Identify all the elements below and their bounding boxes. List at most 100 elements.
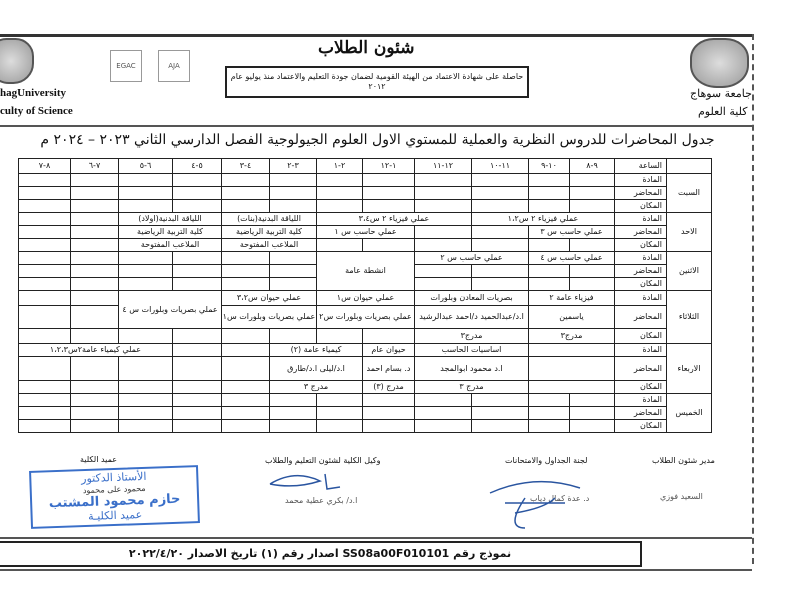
empty-cell (362, 238, 415, 252)
empty-cell (70, 225, 119, 239)
empty-cell (528, 393, 570, 407)
empty-cell (528, 199, 570, 213)
empty-cell (18, 380, 71, 394)
time-header: ٢-١ (316, 158, 363, 174)
row-label-subject: المادة (614, 290, 667, 306)
empty-cell (269, 173, 317, 187)
empty-cell (414, 186, 472, 200)
day-sunday: الاحد (666, 212, 712, 252)
class-cell: عملي بصريات وبلورات س٢ (316, 305, 415, 329)
empty-cell (221, 186, 270, 200)
class-cell: اللياقة البدنية(بنات) (221, 212, 317, 226)
empty-cell (362, 186, 415, 200)
class-cell: عملي حيوان س٣،٢ (221, 290, 317, 306)
row-label-lecturer: المحاضر (614, 264, 667, 278)
time-header: ٣-٢ (269, 158, 317, 174)
empty-cell (172, 186, 222, 200)
signature-title: وكيل الكلية لشئون التعليم والطلاب (265, 456, 381, 465)
handwritten-signature (489, 480, 581, 529)
timetable-row: المحاضر ا.د محمود ابوالمجد د. بسام احمد … (18, 356, 712, 381)
empty-cell (18, 199, 71, 213)
time-header: ١٢-١١ (414, 158, 472, 174)
empty-cell (569, 406, 615, 420)
empty-cell (172, 356, 222, 381)
timetable-row: السبت المادة (18, 173, 712, 213)
schedule-title: جدول المحاضرات للدروس النظرية والعملية ل… (40, 132, 715, 148)
empty-cell (18, 238, 71, 252)
aja-logo: AJA (158, 50, 190, 82)
row-label-place: المكان (614, 328, 667, 344)
empty-cell (414, 264, 472, 278)
class-cell: عملي بصريات وبلورات س ٤ (118, 290, 222, 329)
faculty-logo (0, 38, 34, 84)
class-cell: عملي حيوان س١ (316, 290, 415, 306)
empty-cell (316, 238, 363, 252)
hour-label: الساعة (614, 158, 667, 174)
empty-cell (18, 305, 71, 329)
empty-cell (221, 173, 270, 187)
empty-cell (221, 199, 270, 213)
empty-cell (221, 251, 270, 265)
empty-cell (70, 393, 119, 407)
class-cell: مدرج ٣ (269, 380, 363, 394)
time-header: ٥-٤ (172, 158, 222, 174)
empty-cell (118, 277, 173, 291)
empty-cell (269, 199, 317, 213)
empty-cell (362, 406, 415, 420)
empty-cell (70, 356, 119, 381)
row-label-place: المكان (614, 380, 667, 394)
empty-cell (569, 264, 615, 278)
empty-cell (414, 406, 472, 420)
empty-cell (569, 393, 615, 407)
empty-cell (316, 419, 363, 433)
empty-cell (118, 186, 173, 200)
row-label-place: المكان (614, 238, 667, 252)
empty-cell (172, 419, 222, 433)
timetable-row: الاثنين المادة عملي حاسب س ٤ عملي حاسب س … (18, 251, 712, 291)
empty-cell (118, 356, 173, 381)
timetable-row: المحاضر (18, 406, 712, 420)
empty-cell (269, 264, 317, 278)
empty-cell (471, 173, 529, 187)
empty-cell (18, 393, 71, 407)
signature-title: عميد الكلية (80, 455, 117, 464)
empty-cell (316, 393, 363, 407)
empty-cell (118, 380, 173, 394)
row-label-subject: المادة (614, 212, 667, 226)
empty-cell (362, 328, 415, 344)
empty-cell (118, 393, 173, 407)
empty-cell (362, 173, 415, 187)
empty-cell (70, 328, 119, 344)
timetable-row: المكان (18, 199, 712, 213)
class-cell: عملي حاسب س ١ (316, 225, 415, 239)
faculty-name-en: culty of Science (0, 105, 73, 117)
empty-cell (221, 393, 270, 407)
empty-cell (70, 419, 119, 433)
empty-cell (471, 264, 529, 278)
empty-cell (70, 380, 119, 394)
empty-cell (569, 277, 615, 291)
empty-cell (471, 277, 529, 291)
empty-cell (569, 419, 615, 433)
class-cell: د. بسام احمد (362, 356, 415, 381)
university-name-en: hagUniversity (0, 87, 66, 99)
timetable-row: المحاضر (18, 186, 712, 200)
empty-cell (18, 277, 71, 291)
class-cell: فيزياء عامة ٢ (528, 290, 615, 306)
empty-cell (118, 264, 173, 278)
empty-cell (70, 199, 119, 213)
empty-cell (471, 186, 529, 200)
day-wednesday: الاربعاء (666, 343, 712, 394)
signature-title: مدير شئون الطلاب (652, 456, 715, 465)
empty-cell (172, 173, 222, 187)
accreditation-box: حاصلة على شهادة الاعتماد من الهيئة القوم… (225, 66, 529, 98)
class-cell: مدرج ٣ (414, 380, 529, 394)
empty-cell (172, 393, 222, 407)
class-cell: كلية التربية الرياضية (221, 225, 317, 239)
timetable-row: الثلاثاء المادة فيزياء عامة ٢ بصريات المع… (18, 290, 712, 344)
form-number: نموذج رقم SS08a00F010101 اصدار رقم (١) ت… (0, 541, 642, 567)
page-frame (752, 34, 755, 564)
time-header: ٨-٧ (18, 158, 71, 174)
empty-cell (528, 264, 570, 278)
empty-cell (569, 199, 615, 213)
